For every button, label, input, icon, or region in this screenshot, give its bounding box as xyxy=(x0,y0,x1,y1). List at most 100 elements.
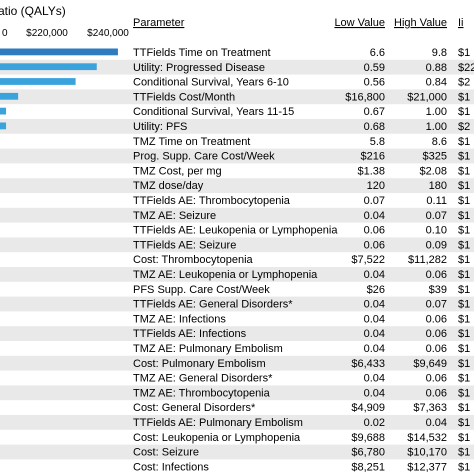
low-value: 0.68 xyxy=(364,121,385,133)
high-value: 0.88 xyxy=(426,62,447,74)
x-axis-ticks: 0 $220,000 $240,000 xyxy=(2,28,129,39)
low-value: 0.07 xyxy=(364,195,385,207)
parameter-label: Utility: Progressed Disease xyxy=(133,62,265,74)
low-value: $1.38 xyxy=(357,165,385,177)
partial-value: $1 xyxy=(458,165,470,177)
bar xyxy=(0,63,97,71)
parameter-label: TTFields Time on Treatment xyxy=(133,47,271,59)
row-stripe xyxy=(0,326,474,341)
parameter-label: Cost: Thrombocytopenia xyxy=(133,254,254,266)
low-value: $216 xyxy=(361,151,385,163)
row-stripe xyxy=(0,355,474,371)
partial-value: $1 xyxy=(458,432,470,444)
high-value: $10,170 xyxy=(407,447,447,459)
parameter-label: TTFields AE: Leukopenia or Lymphopenia xyxy=(133,225,338,237)
partial-value: $1 xyxy=(458,106,470,118)
parameter-label: TTFields AE: Thrombocytopenia xyxy=(133,195,291,207)
high-value: 8.6 xyxy=(432,136,447,148)
partial-value: $1 xyxy=(458,343,470,355)
bar xyxy=(0,92,19,100)
partial-value: $1 xyxy=(458,239,470,251)
high-value: $12,377 xyxy=(407,461,447,473)
low-value: 0.04 xyxy=(364,313,385,325)
low-value: 120 xyxy=(367,180,385,192)
low-value: $9,688 xyxy=(351,432,385,444)
low-value: 5.8 xyxy=(370,136,385,148)
low-value: 0.56 xyxy=(364,77,385,89)
high-value: 0.06 xyxy=(426,269,447,281)
high-value: 0.11 xyxy=(426,195,447,207)
row-stripe xyxy=(0,296,474,312)
parameter-label: TMZ AE: Seizure xyxy=(133,210,216,222)
partial-value: $1 xyxy=(458,91,470,103)
low-value: 6.6 xyxy=(370,47,385,59)
x-tick-label: 0 xyxy=(2,28,8,39)
low-value: 0.04 xyxy=(364,269,385,281)
row-stripe xyxy=(0,89,474,105)
high-value: $14,532 xyxy=(407,432,447,444)
high-value: 9.8 xyxy=(432,47,447,59)
partial-value: $1 xyxy=(458,284,470,296)
partial-value: $1 xyxy=(458,225,470,237)
low-value: 0.59 xyxy=(364,62,385,74)
parameter-label: Cost: Seizure xyxy=(133,447,199,459)
bar xyxy=(0,122,7,130)
table-rows: TTFields Time on Treatment 6.6 9.8 $1 Utilit… xyxy=(133,47,474,473)
high-value: 1.00 xyxy=(426,121,447,133)
partial-value: $1 xyxy=(458,373,470,385)
parameter-label: Cost: Infections xyxy=(133,461,209,473)
parameter-label: TMZ AE: Leukopenia or Lymphopenia xyxy=(133,269,318,281)
partial-value: $2 xyxy=(458,121,470,133)
high-value: $325 xyxy=(423,151,447,163)
low-value: $6,433 xyxy=(351,358,385,370)
chart-title: atio (QALYs) xyxy=(0,4,66,18)
low-value: 0.04 xyxy=(364,373,385,385)
high-value: 0.84 xyxy=(426,77,447,89)
row-stripe xyxy=(0,59,474,75)
parameter-label: TMZ AE: Infections xyxy=(133,313,226,325)
high-value: $2.08 xyxy=(419,165,447,177)
partial-value: $1 xyxy=(458,358,470,370)
high-value: 0.06 xyxy=(426,343,447,355)
row-stripe xyxy=(0,178,474,193)
low-value: $6,780 xyxy=(351,447,385,459)
bars xyxy=(0,48,118,130)
partial-value: $1 xyxy=(458,313,470,325)
bar xyxy=(0,107,7,115)
partial-value: $1 xyxy=(458,136,470,148)
partial-value: $1 xyxy=(458,402,470,414)
parameter-label: Cost: Pulmonary Embolism xyxy=(133,358,266,370)
row-stripe xyxy=(0,207,474,223)
row-stripe xyxy=(0,444,474,460)
partial-value: $1 xyxy=(458,461,470,473)
parameter-label: Conditional Survival, Years 6-10 xyxy=(133,77,289,89)
high-value: 0.10 xyxy=(426,225,447,237)
parameter-label: TMZ Cost, per mg xyxy=(133,165,222,177)
row-stripes xyxy=(0,59,474,460)
x-tick-label: $220,000 xyxy=(26,28,68,39)
partial-value: $1 xyxy=(458,47,470,59)
parameter-label: TMZ dose/day xyxy=(133,180,204,192)
header-high-value: High Value xyxy=(394,17,447,29)
row-stripe xyxy=(0,415,474,430)
partial-value: $1 xyxy=(458,254,470,266)
high-value: 0.09 xyxy=(426,239,447,251)
high-value: 0.04 xyxy=(426,417,447,429)
partial-value: $22 xyxy=(458,62,474,74)
parameter-label: PFS Supp. Care Cost/Week xyxy=(133,284,270,296)
parameter-label: Utility: PFS xyxy=(133,121,187,133)
parameter-label: Prog. Supp. Care Cost/Week xyxy=(133,151,275,163)
parameter-label: TTFields Cost/Month xyxy=(133,91,235,103)
low-value: 0.04 xyxy=(364,387,385,399)
low-value: $4,909 xyxy=(351,402,385,414)
low-value: $16,800 xyxy=(345,91,385,103)
low-value: $26 xyxy=(367,284,385,296)
low-value: 0.02 xyxy=(364,417,385,429)
high-value: $39 xyxy=(429,284,447,296)
header-parameter: Parameter xyxy=(133,17,185,29)
partial-value: $2 xyxy=(458,77,470,89)
low-value: 0.04 xyxy=(364,210,385,222)
parameter-label: TTFields AE: Infections xyxy=(133,328,247,340)
high-value: 0.06 xyxy=(426,373,447,385)
parameter-label: TTFields AE: Seizure xyxy=(133,239,236,251)
